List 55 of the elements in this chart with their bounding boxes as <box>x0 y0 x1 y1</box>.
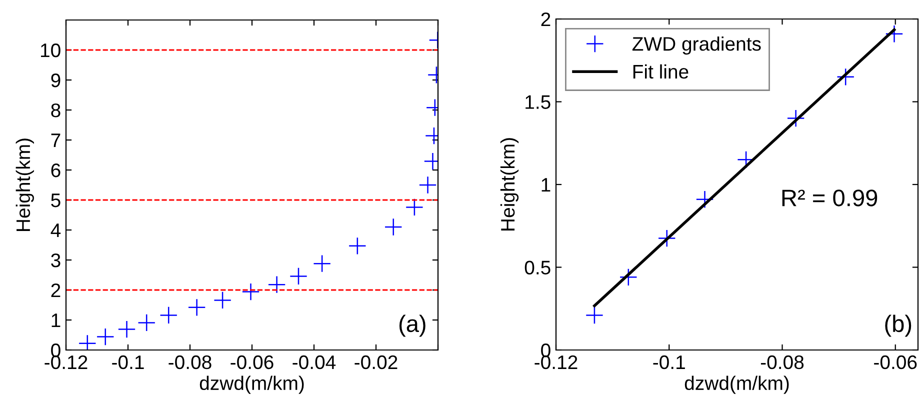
y-tick-label: 0.5 <box>524 260 550 274</box>
x-tick-label: -0.06 <box>230 355 274 370</box>
point <box>836 68 855 86</box>
point <box>242 282 260 301</box>
point <box>658 229 676 248</box>
point <box>268 276 286 294</box>
x-tick-label: -0.08 <box>168 355 212 370</box>
y-tick-label: 10 <box>40 43 60 58</box>
point <box>214 291 232 310</box>
y-tick-label: 1 <box>542 178 550 192</box>
x-tick-label: -0.12 <box>44 355 88 370</box>
y-tick-label: 4 <box>50 224 61 238</box>
point <box>290 267 308 286</box>
y-tick-label: 6 <box>51 163 60 178</box>
annotation: (b) <box>885 314 912 337</box>
annotation: (a) <box>399 314 426 337</box>
x-tick-label: -0.12 <box>534 355 578 370</box>
x-tick-label: -0.02 <box>354 355 398 370</box>
point <box>160 306 178 324</box>
point <box>313 254 332 273</box>
point <box>405 198 424 216</box>
point <box>619 268 638 286</box>
y-tick-label: 1.5 <box>526 95 550 109</box>
point <box>96 328 114 346</box>
point <box>885 24 904 43</box>
y-tick-label: 2 <box>541 12 550 26</box>
point <box>586 306 604 324</box>
legend-label: Fit line <box>633 64 688 79</box>
x-axis-title: dzwd(m/km) <box>684 376 789 394</box>
point <box>188 298 206 316</box>
y-tick-label: 8 <box>51 103 60 118</box>
y-tick-label: 9 <box>51 73 60 88</box>
x-axis-title: dzwd(m/km) <box>200 376 304 394</box>
y-axis-title: Height(km) <box>500 138 519 230</box>
point <box>384 218 402 236</box>
point <box>696 190 714 208</box>
x-tick-label: -0.1 <box>112 355 144 370</box>
x-tick-label: -0.1 <box>653 355 685 370</box>
point <box>138 314 156 332</box>
point <box>418 176 437 194</box>
x-tick-label: -0.04 <box>292 355 336 370</box>
point <box>78 334 96 350</box>
annotation: R² = 0.99 <box>782 190 878 206</box>
y-tick-label: 2 <box>51 283 60 298</box>
y-tick-label: 3 <box>51 253 60 268</box>
y-tick-label: 5 <box>51 194 60 208</box>
y-tick-label: 7 <box>51 134 60 148</box>
point <box>348 236 366 255</box>
legend-label: ZWD gradients <box>632 36 761 55</box>
y-axis-title: Height(km) <box>16 138 34 231</box>
point <box>786 109 805 128</box>
y-tick-label: 1 <box>52 314 60 328</box>
x-tick-label: -0.06 <box>874 355 917 370</box>
x-tick-label: -0.08 <box>760 355 804 370</box>
point <box>118 320 136 338</box>
